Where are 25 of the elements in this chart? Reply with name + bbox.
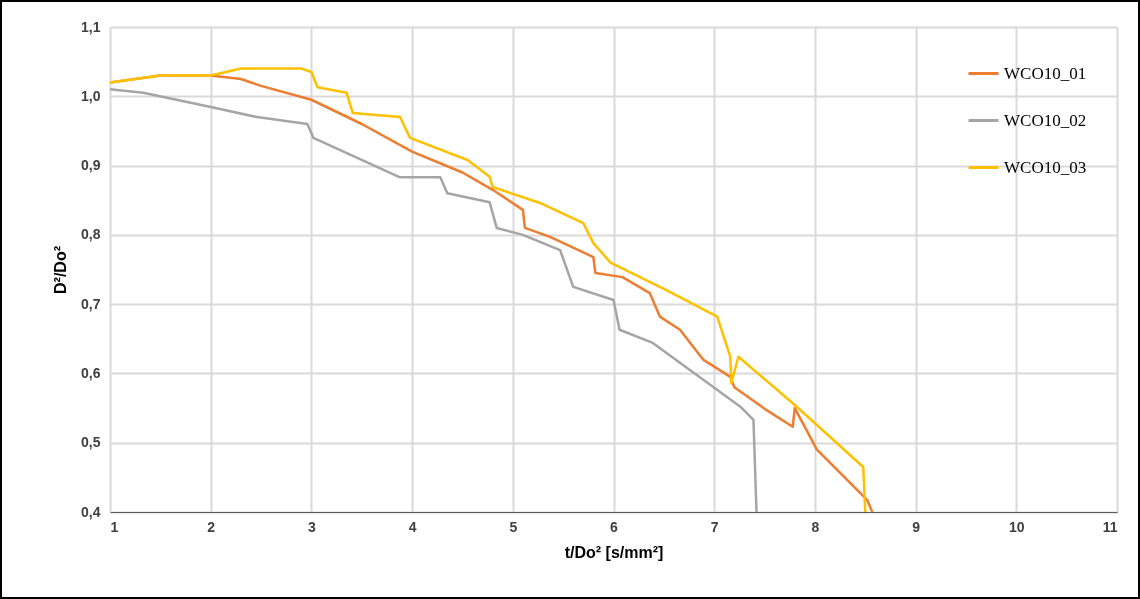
- y-tick-label: 0,6: [81, 364, 101, 381]
- x-tick-label: 7: [710, 518, 719, 535]
- y-tick-label: 0,7: [81, 295, 101, 312]
- y-tick-label: 0,9: [81, 157, 101, 174]
- line-series: [108, 88, 758, 514]
- legend-label: WCO10_02: [1004, 110, 1087, 130]
- x-axis-title: t/Do² [s/mm²]: [564, 543, 664, 561]
- x-tick-label: 2: [207, 518, 216, 535]
- y-tick-label: 1,0: [81, 87, 101, 104]
- y-tick-label: 0,5: [81, 434, 101, 451]
- x-tick-label: 3: [308, 518, 316, 535]
- y-tick-label: 1,1: [81, 18, 101, 35]
- x-tick-label: 10: [1009, 518, 1025, 535]
- x-tick-label: 11: [1102, 518, 1118, 535]
- legend-label: WCO10_03: [1004, 157, 1087, 177]
- y-axis-title: D²/Do²: [52, 246, 70, 294]
- x-tick-label: 4: [408, 518, 417, 535]
- y-tick-label: 0,8: [81, 226, 101, 243]
- x-tick-label: 8: [811, 518, 820, 535]
- x-tick-label: 9: [912, 518, 921, 535]
- x-tick-label: 5: [509, 518, 518, 535]
- x-tick-label: 6: [610, 518, 619, 535]
- y-tick-label: 0,4: [81, 503, 101, 520]
- x-tick-label: 1: [110, 518, 119, 535]
- legend-label: WCO10_01: [1004, 63, 1087, 83]
